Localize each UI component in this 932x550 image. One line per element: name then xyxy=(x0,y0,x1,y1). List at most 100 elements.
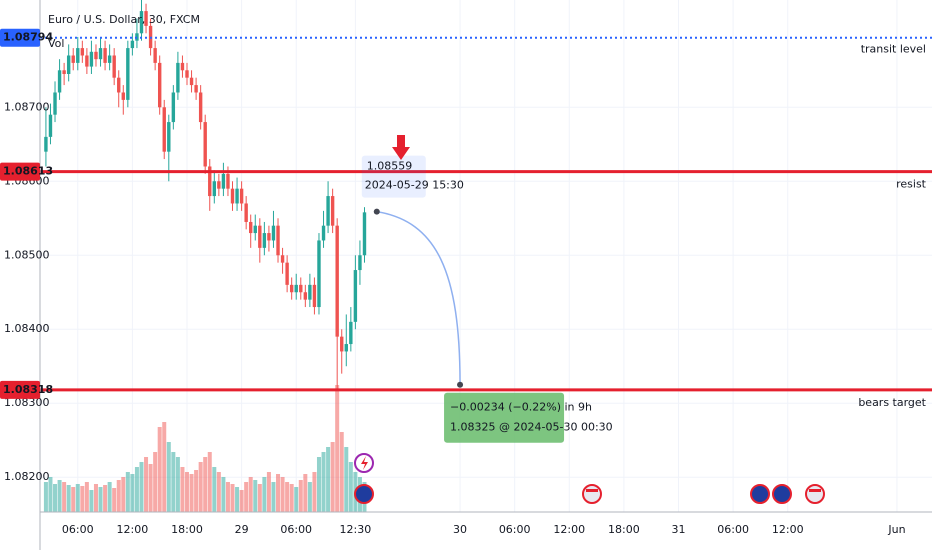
volume-bar xyxy=(116,480,121,512)
x-tick-label: 18:00 xyxy=(608,523,640,536)
volume-bar xyxy=(235,487,240,512)
candle-body xyxy=(317,240,321,308)
volume-bar xyxy=(276,474,281,512)
candle-body xyxy=(221,173,226,189)
candle-body xyxy=(289,284,294,293)
candle-body xyxy=(117,77,121,93)
volume-bar xyxy=(153,452,158,512)
candle-body xyxy=(189,77,194,86)
candle-body xyxy=(212,181,217,197)
event-icon xyxy=(772,484,792,504)
x-tick-label: 12:00 xyxy=(117,523,149,536)
volume-bar xyxy=(262,477,267,512)
volume-bar xyxy=(289,484,294,512)
volume-bar xyxy=(298,480,303,512)
candle-body xyxy=(358,255,362,271)
volume-bar xyxy=(239,490,244,512)
candle-body xyxy=(180,62,185,71)
y-tick-label: 1.08200 xyxy=(4,470,50,483)
candle-body xyxy=(340,336,344,352)
volume-bar xyxy=(125,472,130,512)
candle-body xyxy=(230,188,235,204)
volume-bar xyxy=(103,485,108,512)
volume-bar xyxy=(266,472,271,512)
candle-body xyxy=(144,11,148,26)
volume-bar xyxy=(271,482,276,512)
volume-bar xyxy=(285,482,290,512)
projection-change: −0.00234 (−0.22%) in 9h xyxy=(450,401,592,414)
volume-bar xyxy=(157,427,162,512)
overlay: 1.08794 1.08613 1.08318 1.08559 2024-05-29 1… xyxy=(0,28,613,443)
volume-bar xyxy=(134,467,139,512)
candle-body xyxy=(203,122,207,167)
projection-end xyxy=(457,381,464,388)
level-price: 1.08794 xyxy=(3,31,53,44)
volume-bar xyxy=(307,482,312,512)
volume-bar xyxy=(57,480,62,512)
candle-body xyxy=(153,48,157,63)
volume-bar xyxy=(257,484,262,512)
event-icon xyxy=(586,489,598,492)
volume xyxy=(43,385,367,512)
volume-bar xyxy=(139,462,144,512)
volume-bar xyxy=(207,452,212,512)
volume-bar xyxy=(130,474,135,512)
candle-body xyxy=(344,344,348,352)
event-icon xyxy=(809,489,821,492)
projection-curve xyxy=(376,210,461,385)
volume-bar xyxy=(335,385,340,512)
candle-body xyxy=(44,136,48,152)
candle-body xyxy=(349,321,353,345)
volume-bar xyxy=(326,447,331,512)
candle-body xyxy=(62,70,66,74)
candle-body xyxy=(126,48,130,100)
volume-bar xyxy=(107,482,112,512)
x-tick-label: 29 xyxy=(235,523,249,536)
volume-bar xyxy=(98,487,103,512)
candle-body xyxy=(253,225,257,234)
x-tick-label: 06:00 xyxy=(717,523,749,536)
candle-body xyxy=(258,225,262,248)
volume-bar xyxy=(348,462,353,512)
volume-bar xyxy=(225,482,230,512)
candle-body xyxy=(94,51,98,60)
y-tick-label: 1.08400 xyxy=(4,322,50,335)
volume-bar xyxy=(144,457,149,512)
candle-body xyxy=(353,270,358,322)
volume-bar xyxy=(71,487,76,512)
volume-bar xyxy=(148,464,153,512)
x-tick-label: 12:00 xyxy=(772,523,804,536)
volume-bar xyxy=(303,474,308,512)
volume-bar xyxy=(66,485,71,512)
candle-body xyxy=(271,225,276,241)
candle-body xyxy=(57,70,62,93)
volume-bar xyxy=(312,472,317,512)
candle-body xyxy=(280,255,285,263)
candle-body xyxy=(107,55,112,63)
chart-title: Euro / U.S. Dollar, 30, FXCM xyxy=(48,13,200,26)
x-tick-label: 12:30 xyxy=(340,523,372,536)
event-icon xyxy=(354,484,374,504)
candle-body xyxy=(303,292,308,300)
volume-bar xyxy=(53,484,58,512)
candle-body xyxy=(167,122,171,152)
volume-bar xyxy=(121,477,126,512)
volume-bar xyxy=(180,467,185,512)
volume-bar xyxy=(171,452,176,512)
candles xyxy=(44,0,367,389)
candle-body xyxy=(326,196,330,226)
candle-body xyxy=(267,233,271,241)
event-icon xyxy=(750,484,770,504)
candle-body xyxy=(249,221,253,234)
time-axis-bg xyxy=(0,512,932,550)
candle-body xyxy=(85,55,89,67)
volume-bar xyxy=(48,477,53,512)
volume-bar xyxy=(194,470,199,512)
volume-bar xyxy=(162,422,167,512)
candle-body xyxy=(80,48,85,56)
projection-start xyxy=(373,208,380,215)
volume-bar xyxy=(212,467,217,512)
volume-bar xyxy=(253,480,258,512)
